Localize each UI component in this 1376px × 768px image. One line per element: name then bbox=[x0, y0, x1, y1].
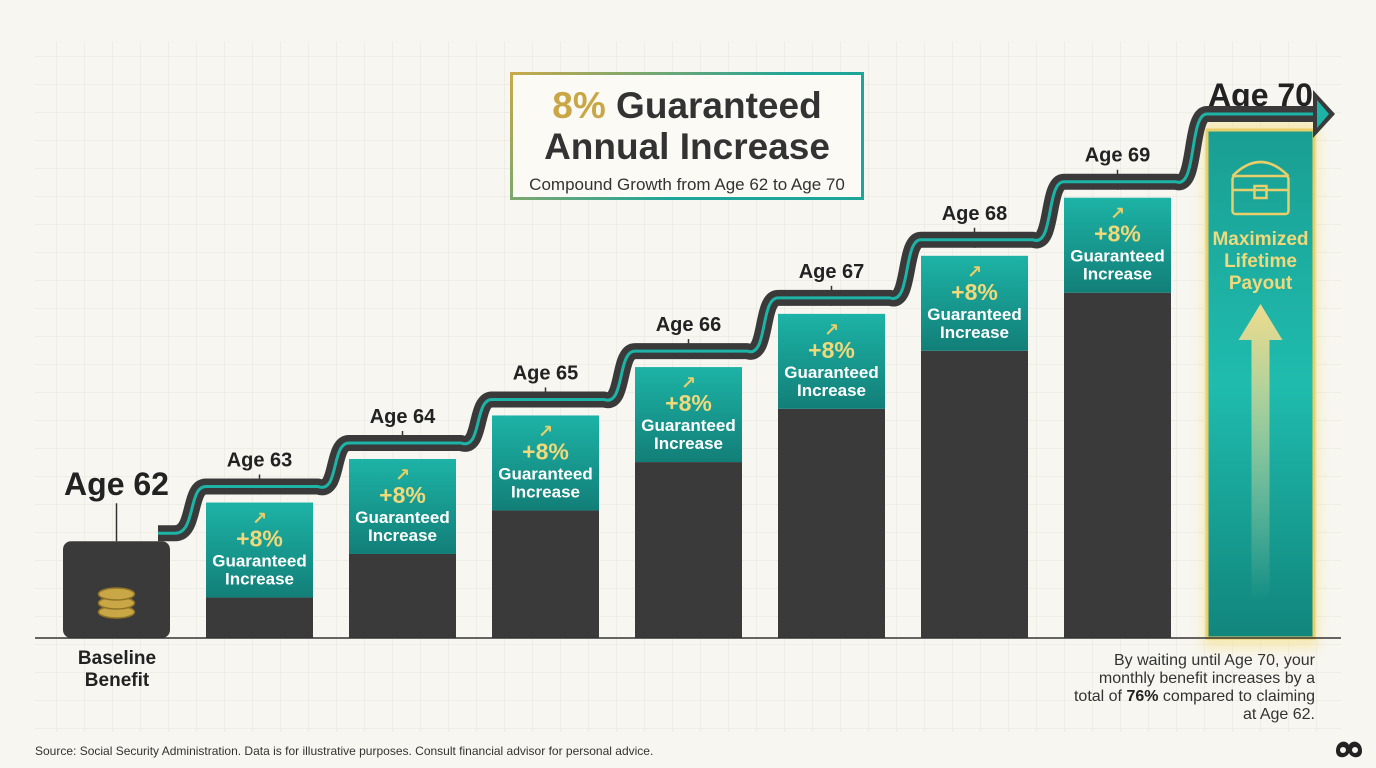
note-highlight: 76% bbox=[1126, 688, 1159, 705]
logo-icon bbox=[1336, 741, 1362, 758]
bar-base-65 bbox=[492, 510, 599, 638]
increase-text-label: Guaranteed bbox=[1070, 247, 1164, 266]
increase-arrow-icon: ↗ bbox=[1110, 204, 1125, 225]
increase-text-label: Guaranteed bbox=[498, 464, 592, 483]
increase-pct-label: +8% bbox=[236, 526, 283, 552]
bar-base-66 bbox=[635, 462, 742, 638]
final-label-line: Lifetime bbox=[1224, 251, 1297, 272]
bar-base-63 bbox=[206, 597, 313, 638]
growth-up-arrow-icon bbox=[1238, 304, 1283, 600]
category-label: Age 65 bbox=[513, 362, 579, 384]
chart-subtitle: Compound Growth from Age 62 to Age 70 bbox=[529, 175, 845, 194]
increase-text-label: Increase bbox=[1083, 265, 1152, 284]
bar-increase-63 bbox=[206, 502, 313, 598]
increase-text-label: Guaranteed bbox=[212, 552, 306, 571]
coin-stack-icon bbox=[97, 587, 136, 619]
increase-text-label: Increase bbox=[654, 434, 723, 453]
baseline-label: Baseline Benefit bbox=[62, 648, 172, 692]
final-label-line: Payout bbox=[1229, 273, 1293, 294]
bar-increase-66 bbox=[635, 367, 742, 463]
increase-arrow-icon: ↗ bbox=[967, 262, 982, 283]
increase-arrow-icon: ↗ bbox=[824, 320, 839, 341]
bar-increase-68 bbox=[921, 255, 1028, 351]
increase-arrow-icon: ↗ bbox=[538, 421, 553, 442]
title-rest: Guaranteed bbox=[605, 85, 822, 126]
treasure-chest-icon bbox=[1231, 160, 1290, 216]
source-footnote: Source: Social Security Administration. … bbox=[35, 744, 654, 758]
increase-pct-label: +8% bbox=[808, 337, 855, 363]
category-label: Age 69 bbox=[1085, 145, 1151, 167]
increase-text-label: Increase bbox=[511, 482, 580, 501]
increase-text-label: Guaranteed bbox=[784, 363, 878, 382]
increase-arrow-icon: ↗ bbox=[681, 373, 696, 394]
increase-pct-label: +8% bbox=[522, 438, 569, 464]
increase-pct-label: +8% bbox=[379, 482, 426, 508]
final-label-line: Maximized bbox=[1212, 229, 1308, 250]
increase-arrow-icon: ↗ bbox=[395, 465, 410, 486]
chart-title-line2: Annual Increase bbox=[544, 126, 830, 167]
category-label: Age 62 bbox=[64, 466, 169, 502]
bar-base-68 bbox=[921, 350, 1028, 638]
note-before: By waiting until Age 70, your monthly be… bbox=[1073, 652, 1315, 705]
category-label: Age 68 bbox=[942, 203, 1008, 225]
category-label: Age 67 bbox=[799, 261, 865, 283]
increase-text-label: Increase bbox=[225, 570, 294, 589]
increase-arrow-icon: ↗ bbox=[252, 509, 267, 530]
bar-increase-69 bbox=[1064, 197, 1171, 293]
summary-note: By waiting until Age 70, your monthly be… bbox=[1070, 652, 1315, 724]
baseline-label-line2: Benefit bbox=[84, 670, 150, 691]
title-box: 8% Guaranteed Annual Increase Compound G… bbox=[510, 72, 864, 200]
bar-increase-67 bbox=[778, 313, 885, 409]
category-label: Age 64 bbox=[370, 406, 436, 428]
chart-title-line1: 8% Guaranteed bbox=[513, 85, 861, 127]
bar-base-69 bbox=[1064, 292, 1171, 638]
note-after: compared to claiming at Age 62. bbox=[1158, 688, 1315, 723]
category-label: Age 66 bbox=[656, 314, 722, 336]
increase-pct-label: +8% bbox=[1094, 221, 1141, 247]
stair-arrowhead-highlight bbox=[1317, 100, 1329, 128]
increase-text-label: Increase bbox=[368, 526, 437, 545]
category-label: Age 63 bbox=[227, 450, 293, 472]
increase-text-label: Guaranteed bbox=[641, 416, 735, 435]
increase-pct-label: +8% bbox=[665, 390, 712, 416]
increase-text-label: Increase bbox=[797, 381, 866, 400]
title-accent: 8% bbox=[552, 85, 606, 126]
increase-text-label: Increase bbox=[940, 323, 1009, 342]
increase-pct-label: +8% bbox=[951, 279, 998, 305]
bar-increase-65 bbox=[492, 415, 599, 511]
bar-increase-64 bbox=[349, 458, 456, 554]
baseline-label-line1: Baseline bbox=[77, 648, 157, 669]
increase-text-label: Guaranteed bbox=[927, 305, 1021, 324]
bar-base-64 bbox=[349, 553, 456, 638]
increase-text-label: Guaranteed bbox=[355, 508, 449, 527]
growth-stair-highlight bbox=[158, 112, 1319, 535]
bar-base-67 bbox=[778, 408, 885, 638]
